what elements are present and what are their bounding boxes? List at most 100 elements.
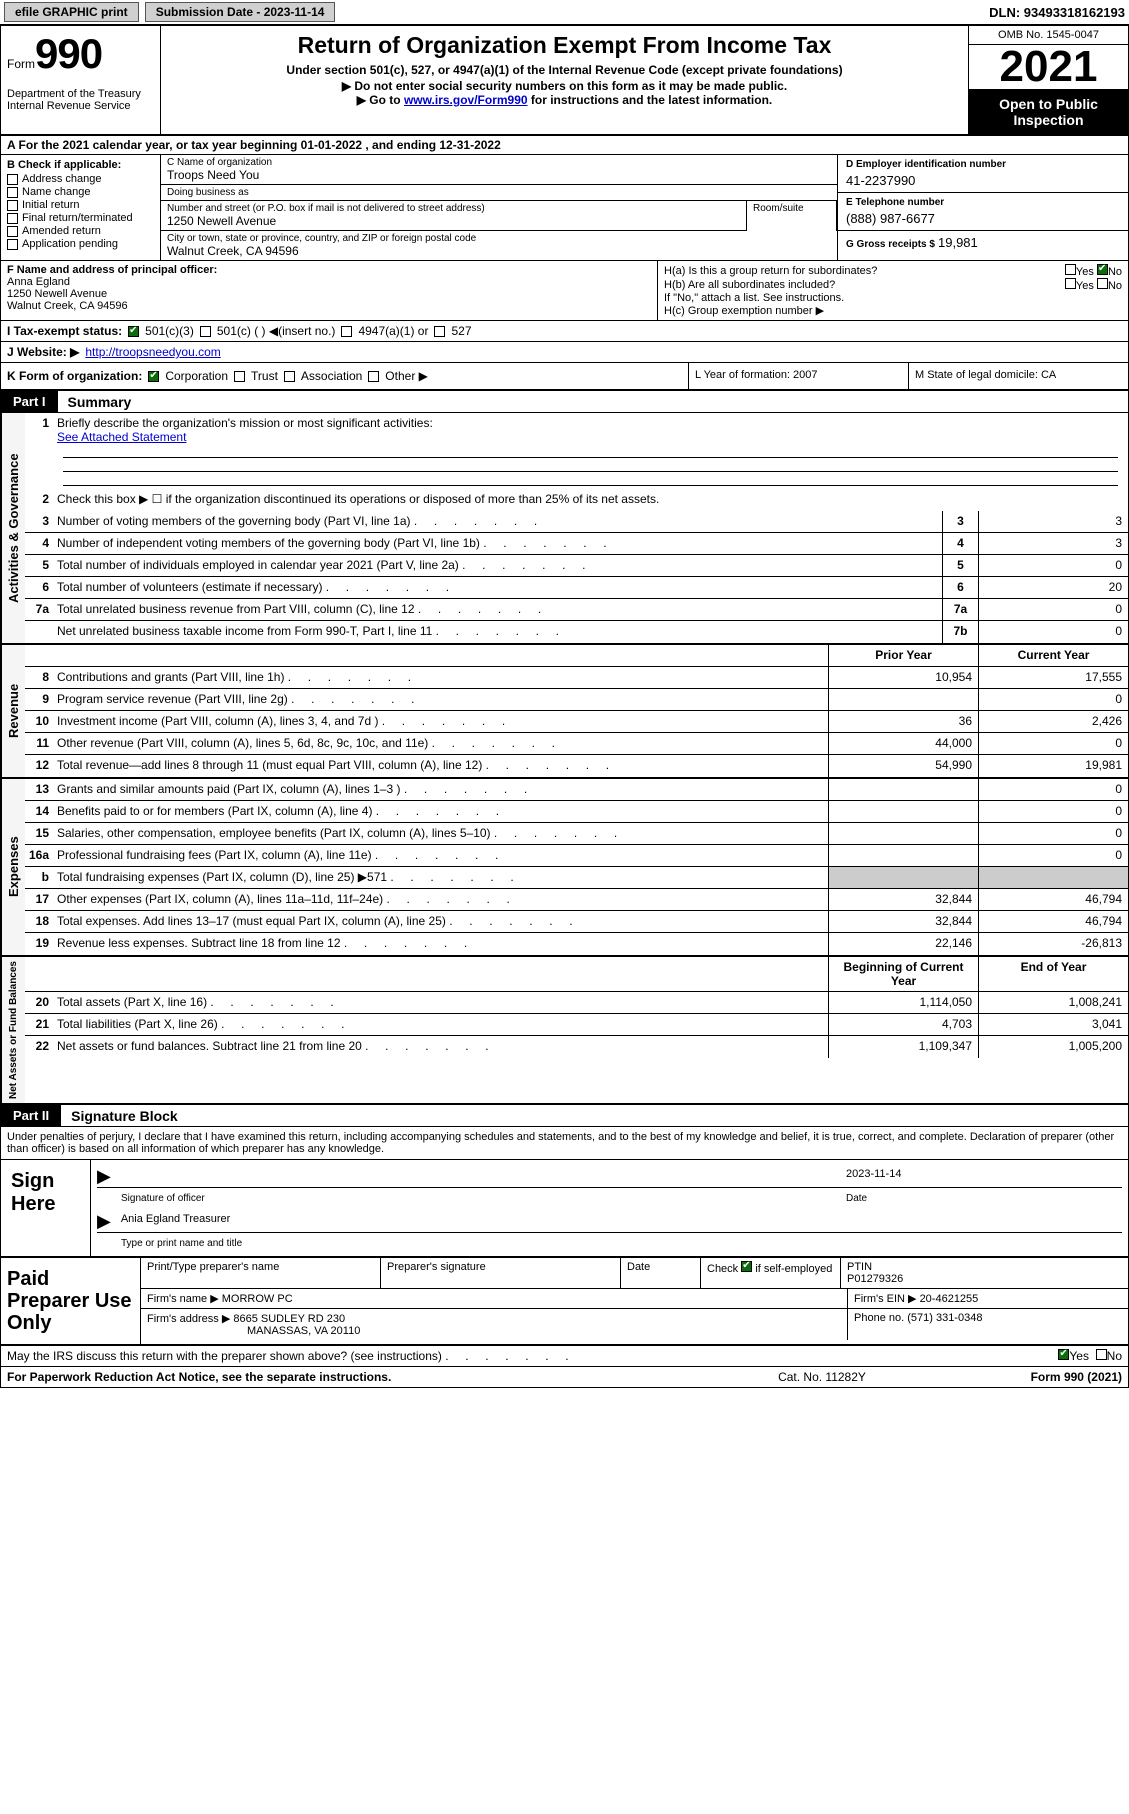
line-prior [828, 823, 978, 844]
line-val: 3 [978, 533, 1128, 554]
form-number: 990 [35, 30, 102, 77]
summary-line: 6 Total number of volunteers (estimate i… [25, 577, 1128, 599]
line-txt: Total unrelated business revenue from Pa… [53, 599, 942, 620]
line-txt: Benefits paid to or for members (Part IX… [53, 801, 828, 822]
line-val: 0 [978, 621, 1128, 643]
prep-h2: Preparer's signature [381, 1258, 621, 1288]
self-employed-checkbox[interactable] [741, 1261, 752, 1272]
line-txt: Other expenses (Part IX, column (A), lin… [53, 889, 828, 910]
row-a-tax-year: A For the 2021 calendar year, or tax yea… [1, 136, 1128, 155]
line-box: 6 [942, 577, 978, 598]
row-f-h: F Name and address of principal officer:… [1, 261, 1128, 321]
sign-here-label: Sign Here [1, 1160, 91, 1256]
hb-note: If "No," attach a list. See instructions… [664, 292, 1122, 304]
vtab-expenses: Expenses [1, 779, 25, 955]
line-num: 9 [25, 689, 53, 710]
summary-line: 22 Net assets or fund balances. Subtract… [25, 1036, 1128, 1058]
row-i-label: I Tax-exempt status: [7, 324, 122, 338]
checkbox-initial-return[interactable] [7, 200, 18, 211]
line-txt: Total number of individuals employed in … [53, 555, 942, 576]
line-num: 10 [25, 711, 53, 732]
part1-header: Part I Summary [1, 391, 1128, 413]
sig-date: 2023-11-14 [842, 1166, 1122, 1187]
line-num: 20 [25, 992, 53, 1013]
summary-line: 7a Total unrelated business revenue from… [25, 599, 1128, 621]
footer-mid: Cat. No. 11282Y [722, 1370, 922, 1384]
firm-ein: 20-4621255 [920, 1293, 979, 1305]
ha-yes: Yes [1076, 266, 1094, 278]
k-trust-checkbox[interactable] [234, 371, 245, 382]
checkbox-application-pending[interactable] [7, 239, 18, 250]
line-box: 7a [942, 599, 978, 620]
line-prior: 22,146 [828, 933, 978, 955]
line-prior [828, 779, 978, 800]
row-i: I Tax-exempt status: 501(c)(3) 501(c) ( … [1, 321, 1128, 342]
checkbox-address-change[interactable] [7, 174, 18, 185]
line1-link[interactable]: See Attached Statement [57, 430, 186, 444]
line-txt: Total fundraising expenses (Part IX, col… [53, 867, 828, 888]
checkbox-name-change[interactable] [7, 187, 18, 198]
line2-num: 2 [25, 489, 53, 511]
k-corp-checkbox[interactable] [148, 371, 159, 382]
line-prior: 1,114,050 [828, 992, 978, 1013]
line-curr: 0 [978, 779, 1128, 800]
i-501c: 501(c) ( ) ◀(insert no.) [217, 324, 336, 338]
i-501c-checkbox[interactable] [200, 326, 211, 337]
part2-title: Signature Block [61, 1108, 178, 1124]
irs-discuss-yes-checkbox[interactable] [1058, 1349, 1069, 1360]
checkbox-amended-return[interactable] [7, 226, 18, 237]
k-assoc-checkbox[interactable] [284, 371, 295, 382]
form-title: Return of Organization Exempt From Incom… [169, 32, 960, 59]
line-prior: 1,109,347 [828, 1036, 978, 1058]
line-num: 15 [25, 823, 53, 844]
irs-link[interactable]: www.irs.gov/Form990 [404, 93, 528, 107]
line-prior: 10,954 [828, 667, 978, 688]
line-curr: -26,813 [978, 933, 1128, 955]
line-txt: Salaries, other compensation, employee b… [53, 823, 828, 844]
submission-date-button[interactable]: Submission Date - 2023-11-14 [145, 2, 336, 22]
vtab-governance: Activities & Governance [1, 413, 25, 643]
i-527-checkbox[interactable] [434, 326, 445, 337]
line-prior: 54,990 [828, 755, 978, 777]
website-link[interactable]: http://troopsneedyou.com [85, 345, 220, 359]
ha-no-checkbox[interactable] [1097, 264, 1108, 275]
i-527: 527 [451, 324, 471, 338]
efile-print-button[interactable]: efile GRAPHIC print [4, 2, 139, 22]
k-corp: Corporation [165, 369, 228, 383]
checkbox-final-return[interactable] [7, 213, 18, 224]
summary-line: 9 Program service revenue (Part VIII, li… [25, 689, 1128, 711]
line-prior [828, 801, 978, 822]
dept-label: Department of the Treasury Internal Reve… [7, 88, 154, 112]
row-j-label: J Website: ▶ [7, 345, 79, 359]
irs-discuss-no-checkbox[interactable] [1096, 1349, 1107, 1360]
summary-line: 15 Salaries, other compensation, employe… [25, 823, 1128, 845]
summary-line: 10 Investment income (Part VIII, column … [25, 711, 1128, 733]
i-4947-checkbox[interactable] [341, 326, 352, 337]
line-txt: Program service revenue (Part VIII, line… [53, 689, 828, 710]
line-box: 7b [942, 621, 978, 643]
firm-name-label: Firm's name ▶ [147, 1293, 219, 1305]
summary-revenue: Revenue Prior Year Current Year 8 Contri… [1, 645, 1128, 779]
ha-yes-checkbox[interactable] [1065, 264, 1076, 275]
firm-addr1: 8665 SUDLEY RD 230 [233, 1313, 345, 1325]
signature-declaration: Under penalties of perjury, I declare th… [1, 1127, 1128, 1160]
principal-officer-label: F Name and address of principal officer: [7, 264, 651, 276]
line-txt: Investment income (Part VIII, column (A)… [53, 711, 828, 732]
line1-txt: Briefly describe the organization's miss… [57, 416, 433, 430]
ha-label: H(a) Is this a group return for subordin… [664, 265, 877, 277]
form-990: Form990 Department of the Treasury Inter… [0, 25, 1129, 1388]
dln-label: DLN: 93493318162193 [989, 5, 1125, 20]
summary-line: 11 Other revenue (Part VIII, column (A),… [25, 733, 1128, 755]
line-val: 3 [978, 511, 1128, 532]
paid-preparer-label: Paid Preparer Use Only [1, 1258, 141, 1344]
note2-pre: ▶ Go to [357, 93, 404, 107]
line-txt: Total expenses. Add lines 13–17 (must eq… [53, 911, 828, 932]
irs-discuss-q: May the IRS discuss this return with the… [7, 1349, 1058, 1363]
i-501c3-checkbox[interactable] [128, 326, 139, 337]
line2-txt: Check this box ▶ ☐ if the organization d… [53, 489, 1128, 511]
hb-yes-checkbox[interactable] [1065, 278, 1076, 289]
k-other-checkbox[interactable] [368, 371, 379, 382]
hb-no-checkbox[interactable] [1097, 278, 1108, 289]
summary-line: 8 Contributions and grants (Part VIII, l… [25, 667, 1128, 689]
k-assoc: Association [301, 369, 362, 383]
